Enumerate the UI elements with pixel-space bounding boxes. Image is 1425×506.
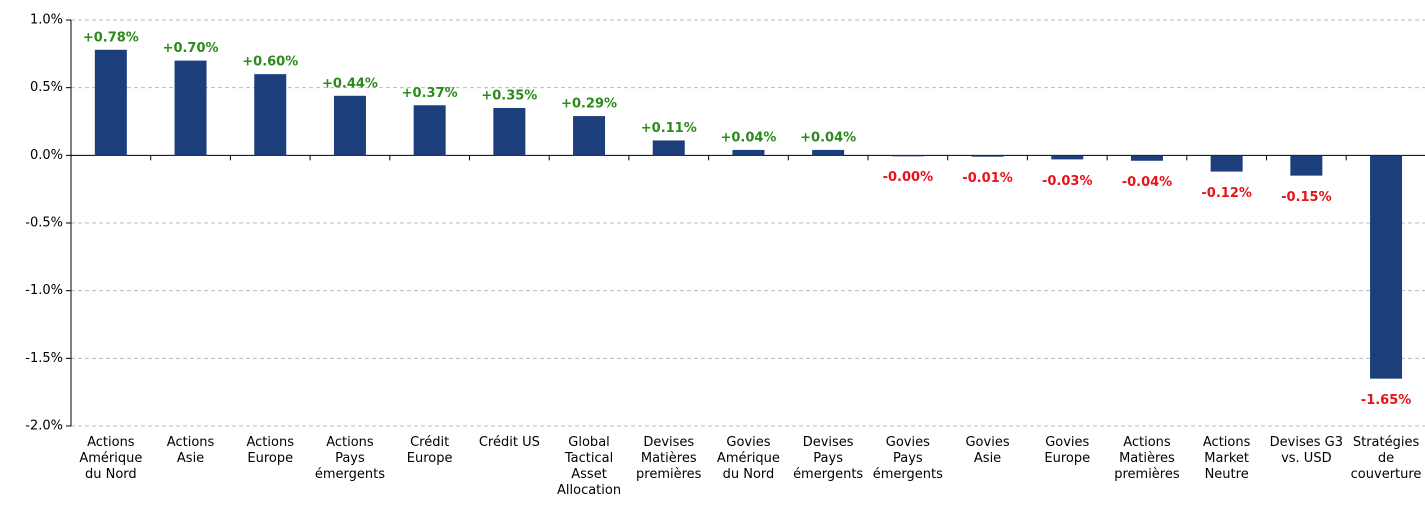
y-tick-label: -2.0% [25,419,63,434]
bar [493,107,526,156]
y-tick-label: -1.0% [25,283,63,298]
bar [174,60,207,156]
x-tick-label: Stratégies de couverture [1350,435,1422,482]
value-label: +0.04% [800,130,856,145]
bar [891,155,924,157]
y-tick-label: 1.0% [30,13,63,28]
y-tick-label: -0.5% [25,216,63,231]
value-label: -0.15% [1281,190,1332,205]
value-label: -0.03% [1042,174,1093,189]
x-tick-label: Actions Europe [246,435,295,466]
x-tick-label: Devises Matières premières [636,435,702,482]
x-tick-label: Actions Market Neutre [1202,435,1251,482]
x-tick-label: Crédit US [478,435,540,450]
x-tick-label: Govies Pays émergents [872,435,943,482]
value-label: +0.78% [83,30,139,45]
value-label: -0.01% [962,171,1013,186]
x-tick-label: Actions Matières premières [1114,435,1180,482]
value-label: +0.35% [481,88,537,103]
bar [94,49,127,156]
value-label: -1.65% [1361,393,1412,408]
value-label: +0.11% [641,121,697,136]
bar [971,155,1004,157]
value-label: +0.70% [163,41,219,56]
value-label: -0.12% [1201,186,1252,201]
bar [333,95,366,156]
x-tick-label: Devises G3 vs. USD [1269,435,1344,466]
bar [812,149,845,156]
bar [413,105,446,156]
value-label: +0.04% [720,130,776,145]
value-label: -0.04% [1122,175,1173,190]
bar [573,116,606,156]
x-tick-label: Govies Asie [965,435,1010,466]
y-tick-label: 0.5% [30,80,63,95]
value-label: -0.00% [883,170,934,185]
bar [1051,155,1084,160]
y-tick-label: 0.0% [30,148,63,163]
bar [1370,155,1403,379]
x-tick-label: Actions Asie [166,435,215,466]
value-label: +0.60% [242,55,298,70]
x-tick-label: Actions Pays émergents [314,435,385,482]
x-tick-label: Global Tactical Asset Allocation [557,435,622,498]
value-label: +0.44% [322,76,378,91]
bar [652,140,685,156]
value-label: +0.29% [561,97,617,112]
bar [1290,155,1323,176]
x-tick-label: Govies Amérique du Nord [716,435,780,482]
bar [732,149,765,156]
bar [1130,155,1163,161]
x-tick-label: Devises Pays émergents [793,435,864,482]
x-tick-label: Crédit Europe [406,435,453,466]
value-label: +0.37% [402,86,458,101]
x-tick-label: Govies Europe [1044,435,1091,466]
bar [1210,155,1243,172]
x-tick-label: Actions Amérique du Nord [79,435,143,482]
bar [254,74,287,156]
y-tick-label: -1.5% [25,351,63,366]
